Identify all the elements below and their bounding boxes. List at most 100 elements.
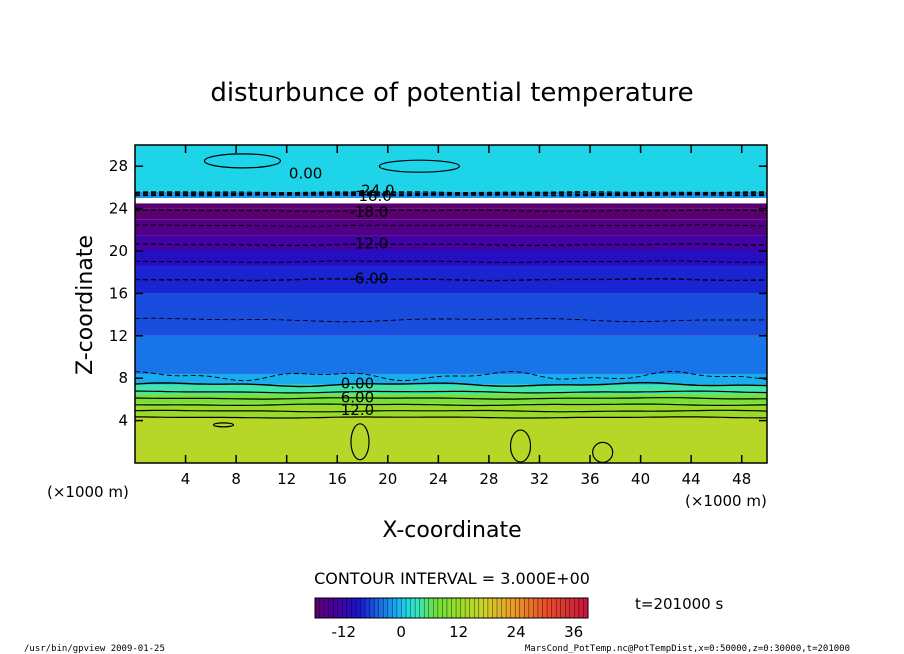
colorbar-cell (478, 598, 484, 618)
colorbar-cell (497, 598, 503, 618)
y-tick-label: 28 (109, 157, 128, 175)
y-tick-label: 4 (118, 412, 128, 430)
field-band (135, 145, 767, 192)
colorbar-cell (355, 598, 361, 618)
contour-closed (378, 159, 460, 173)
x-tick-label: 40 (631, 470, 650, 488)
colorbar-cell (437, 598, 443, 618)
y-tick-label: 24 (109, 200, 128, 218)
colorbar-cell (551, 598, 557, 618)
colorbar-cell (474, 598, 480, 618)
contour-label: -12.0 (349, 235, 388, 253)
colorbar-cell (456, 598, 462, 618)
colorbar-cell (342, 598, 348, 618)
contour-closed (203, 153, 282, 169)
field-band (135, 219, 767, 236)
contour-lines (135, 153, 767, 463)
colorbar-cell (483, 598, 489, 618)
contour-label: 0.00 (289, 165, 322, 183)
contour-line (135, 397, 767, 400)
colorbar-cell (351, 598, 357, 618)
colorbar-cell (487, 598, 493, 618)
y-axis-ticks: 4 8 12 16 20 24 28 (109, 157, 767, 430)
colorbar-cell (378, 598, 384, 618)
colorbar-cell (428, 598, 434, 618)
colorbar-cell (374, 598, 380, 618)
y-tick-label: 20 (109, 242, 128, 260)
contour-line (135, 403, 767, 407)
contour-label: 12.0 (341, 401, 374, 419)
field-band (135, 394, 767, 404)
colorbar-cell (410, 598, 416, 618)
contour-label: -18.0 (349, 203, 388, 221)
contour-label: 0.00 (341, 375, 374, 393)
colorbar-cell (392, 598, 398, 618)
x-tick-label: 20 (378, 470, 397, 488)
colorbar-cell (337, 598, 343, 618)
field-band (135, 198, 767, 204)
colorbar-cell (569, 598, 575, 618)
y-tick-label: 16 (109, 284, 128, 302)
colorbar-cell (396, 598, 402, 618)
y-tick-label: 12 (109, 327, 128, 345)
contour-line (135, 390, 767, 394)
contour-line (135, 260, 767, 263)
colorbar-cell (415, 598, 421, 618)
colorbar-cell (524, 598, 530, 618)
chart-title: disturbunce of potential temperature (210, 78, 693, 108)
colorbar-cell (542, 598, 548, 618)
contour-line (135, 416, 767, 419)
contour-closed (350, 423, 370, 461)
field-band (135, 235, 767, 251)
field-band (135, 335, 767, 374)
contour-line (135, 224, 767, 227)
colorbar-cell (365, 598, 371, 618)
colorbar-cell (451, 598, 457, 618)
footer-right: MarsCond_PotTemp.nc@PotTempDist,x=0:5000… (525, 644, 850, 654)
contour-closed (212, 422, 235, 428)
x-tick-label: 48 (732, 470, 751, 488)
x-tick-label: 16 (328, 470, 347, 488)
contour-closed (509, 429, 532, 463)
colorbar-cell (406, 598, 412, 618)
colorbar-tick-label: 0 (396, 623, 406, 641)
contour-label: 18.0 (358, 187, 391, 205)
colorbar-cell (324, 598, 330, 618)
colorbar-cell (433, 598, 439, 618)
x-tick-label: 12 (277, 470, 296, 488)
x-unit-left: (×1000 m) (47, 483, 129, 501)
colorbar-cell (446, 598, 452, 618)
colorbar-cell (519, 598, 525, 618)
x-tick-label: 44 (682, 470, 701, 488)
field-band (135, 251, 767, 267)
colorbar-cell (369, 598, 375, 618)
field-band (135, 417, 767, 463)
x-axis-ticks: 4 8 12 16 20 24 28 32 36 40 44 48 (181, 145, 751, 488)
contour-line (135, 409, 767, 413)
contour-label: 6.00 (341, 388, 374, 406)
colorbar-cell (319, 598, 325, 618)
colorbar-cell (547, 598, 553, 618)
field-band (135, 208, 767, 220)
colorbar-cell (565, 598, 571, 618)
contour-line (135, 382, 767, 388)
colorbar-cell (537, 598, 543, 618)
contour-label: -6.00 (349, 270, 388, 288)
contour-line (135, 209, 767, 213)
x-tick-label: 28 (479, 470, 498, 488)
contour-line (135, 370, 767, 382)
contour-line (135, 278, 767, 282)
colorbar-cell (383, 598, 389, 618)
colorbar-cell (510, 598, 516, 618)
field-band (135, 373, 767, 385)
colorbar-cell (419, 598, 425, 618)
colorbar-cell (401, 598, 407, 618)
footer-left: /usr/bin/gpview 2009-01-25 (24, 644, 165, 654)
colorbar-cell (469, 598, 475, 618)
contour-line (135, 192, 767, 195)
colorbar-cell (583, 598, 589, 618)
colorbar-cell (501, 598, 507, 618)
x-tick-label: 4 (181, 470, 191, 488)
colorbar-cell (465, 598, 471, 618)
